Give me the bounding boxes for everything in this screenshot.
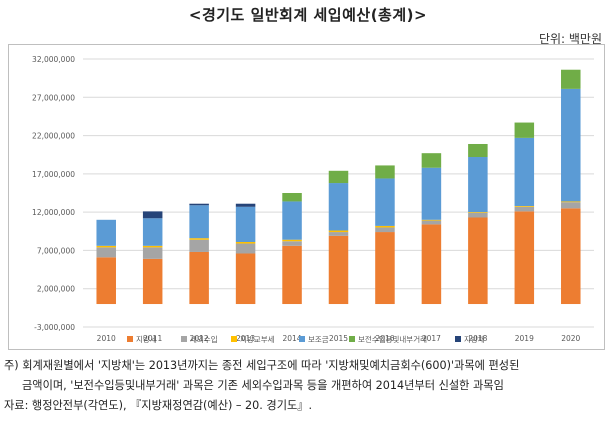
bar-segment bbox=[189, 251, 209, 305]
bar-segment bbox=[328, 235, 349, 305]
x-tick-label: 2012 bbox=[190, 334, 209, 343]
legend-label: 세외수입 bbox=[190, 334, 218, 344]
bar-segment bbox=[96, 247, 116, 258]
bar-segment bbox=[514, 206, 535, 207]
footnote-line-2: 금액이며, '보전수입등및내부거래' 과목은 기존 세외수입과목 등을 개편하여… bbox=[22, 379, 504, 392]
legend-swatch bbox=[299, 336, 305, 342]
bar-segment bbox=[561, 88, 581, 202]
bar-segment bbox=[235, 242, 256, 244]
bar-segment bbox=[142, 245, 163, 248]
legend-swatch bbox=[349, 336, 355, 342]
bar-segment bbox=[375, 165, 395, 179]
bar-segment bbox=[421, 167, 442, 220]
bar-segment bbox=[282, 241, 302, 246]
x-tick-label: 2014 bbox=[282, 334, 301, 343]
bar-segment bbox=[561, 202, 581, 209]
bar-segment bbox=[282, 193, 302, 202]
bar-segment bbox=[282, 239, 302, 242]
bar-segment bbox=[421, 220, 442, 225]
y-tick-label: 22,000,000 bbox=[32, 132, 75, 141]
y-tick-label: 27,000,000 bbox=[32, 93, 75, 102]
bar-segment bbox=[514, 206, 535, 212]
page-title: <경기도 일반회계 세입예산(총계)> bbox=[188, 6, 428, 24]
bar-segment bbox=[235, 206, 256, 243]
unit-label: 단위: 백만원 bbox=[538, 32, 602, 46]
bar-segment bbox=[514, 122, 535, 138]
x-tick-label: 2010 bbox=[97, 334, 116, 343]
bar-segment bbox=[468, 157, 488, 213]
bar-segment bbox=[375, 225, 395, 228]
bar-segment bbox=[235, 203, 256, 207]
x-tick-label: 2015 bbox=[329, 334, 348, 343]
x-tick-label: 2011 bbox=[143, 334, 162, 343]
legend-swatch bbox=[231, 336, 237, 342]
bar-segment bbox=[189, 238, 209, 240]
y-tick-label: 32,000,000 bbox=[32, 55, 75, 64]
bar-segment bbox=[282, 245, 302, 305]
source-line: 자료: 행정안전부(각연도), 『지방재정연감(예산) – 20. 경기도』. bbox=[4, 399, 313, 412]
x-tick-label: 2017 bbox=[422, 334, 441, 343]
legend-label: 지방교부세 bbox=[240, 334, 275, 344]
x-tick-label: 2020 bbox=[561, 334, 580, 343]
bar-segment bbox=[468, 212, 488, 213]
footnote-line-1: 주) 회계재원별에서 '지방채'는 2013년까지는 종전 세입구조에 따라 '… bbox=[4, 359, 520, 372]
bar-segment bbox=[328, 183, 349, 231]
bar-segment bbox=[96, 219, 116, 246]
bar-segment bbox=[421, 224, 442, 305]
legend-swatch bbox=[127, 336, 133, 342]
x-tick-label: 2013 bbox=[236, 334, 255, 343]
y-tick-label: -3,000,000 bbox=[34, 323, 75, 332]
bar-segment bbox=[142, 218, 163, 246]
x-tick-label: 2018 bbox=[468, 334, 487, 343]
y-tick-label: 2,000,000 bbox=[37, 285, 75, 294]
bar-segment bbox=[328, 170, 349, 184]
x-tick-label: 2019 bbox=[515, 334, 534, 343]
bar-segment bbox=[468, 217, 488, 305]
y-tick-label: 12,000,000 bbox=[32, 208, 75, 217]
bar-segment bbox=[468, 143, 488, 158]
bar-segment bbox=[375, 178, 395, 226]
bar-segment bbox=[96, 245, 116, 248]
y-tick-label: 7,000,000 bbox=[37, 246, 75, 255]
bar-segment bbox=[189, 203, 209, 206]
bar-segment bbox=[561, 69, 581, 89]
bar-segment bbox=[282, 201, 302, 240]
legend-label: 지방세 bbox=[136, 334, 157, 344]
legend-swatch bbox=[455, 336, 461, 342]
legend-swatch bbox=[181, 336, 187, 342]
bar-segment bbox=[375, 227, 395, 233]
bar-segment bbox=[561, 201, 581, 203]
footnotes: 주) 회계재원별에서 '지방채'는 2013년까지는 종전 세입구조에 따라 '… bbox=[4, 356, 612, 416]
bar-segment bbox=[142, 247, 163, 259]
bar-segment bbox=[421, 219, 442, 221]
x-tick-label: 2016 bbox=[375, 334, 394, 343]
bar-segment bbox=[514, 211, 535, 305]
chart-container: -3,000,000 2,000,000 7,000,000 12,000,000 17… bbox=[8, 44, 605, 350]
bar-segment bbox=[328, 230, 349, 233]
bar-segment bbox=[142, 211, 163, 219]
bar-segment bbox=[421, 153, 442, 168]
bar-segment bbox=[375, 232, 395, 305]
legend-label: 보조금 bbox=[308, 335, 329, 344]
bar-segment bbox=[235, 243, 256, 254]
bar-segment bbox=[514, 137, 535, 207]
y-tick-label: 17,000,000 bbox=[32, 170, 75, 179]
legend-label: 보전수입등및내부거래 bbox=[358, 334, 427, 344]
bar-segment bbox=[189, 205, 209, 239]
bar-segment bbox=[468, 212, 488, 218]
bar-segment bbox=[235, 253, 256, 305]
stacked-bar-chart: -3,000,000 2,000,000 7,000,000 12,000,000 17… bbox=[32, 55, 594, 344]
bar-segment bbox=[142, 258, 163, 305]
bar-segment bbox=[96, 257, 116, 305]
bar-segment bbox=[561, 208, 581, 305]
legend-label: 지방채 bbox=[464, 334, 485, 344]
bar-segment bbox=[189, 239, 209, 252]
bar-segment bbox=[328, 232, 349, 236]
